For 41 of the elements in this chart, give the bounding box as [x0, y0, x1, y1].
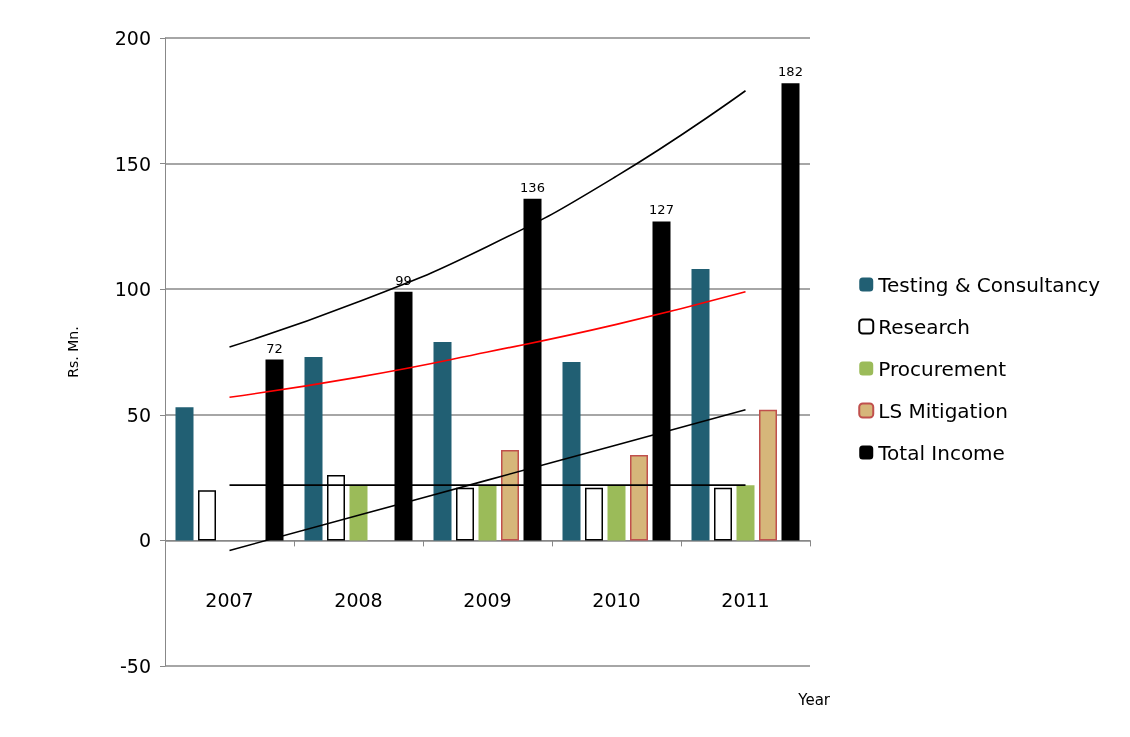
bar	[433, 341, 452, 541]
data-label: 127	[649, 202, 674, 218]
data-label: 182	[778, 64, 803, 80]
bar	[691, 269, 710, 541]
bar	[781, 83, 800, 541]
bar	[607, 485, 626, 541]
x-tick-label: 2008	[334, 588, 383, 611]
y-tick-label: 150	[114, 152, 151, 175]
bar	[456, 487, 474, 541]
legend-label: Testing & Consultancy	[877, 272, 1101, 297]
bar	[630, 454, 648, 541]
data-label: 99	[395, 272, 412, 288]
y-tick-label: 200	[114, 27, 151, 49]
bar	[759, 409, 777, 541]
y-tick-label: -50	[119, 655, 151, 677]
bar	[304, 357, 323, 541]
legend-label: Research	[878, 314, 970, 339]
line-series	[228, 290, 747, 399]
y-axis-title: Rs. Mn.	[65, 326, 81, 378]
bar	[501, 449, 519, 541]
x-tick-label: 2011	[721, 588, 770, 611]
bar	[349, 485, 368, 541]
bar	[198, 490, 216, 541]
bar	[562, 362, 581, 541]
data-label: 136	[520, 179, 545, 195]
y-tick-label: 0	[138, 529, 151, 552]
x-tick-label: 2009	[463, 588, 512, 611]
bar	[175, 407, 194, 541]
bar	[736, 485, 755, 541]
legend-label: Total Income	[877, 440, 1005, 465]
legend-label: LS Mitigation	[878, 398, 1008, 423]
bar	[585, 487, 603, 541]
x-tick-label: 2007	[205, 588, 254, 611]
x-tick-label: 2010	[592, 588, 641, 611]
bar	[714, 487, 732, 541]
legend-label: Procurement	[878, 356, 1007, 381]
bar	[478, 485, 497, 541]
data-label: 72	[266, 340, 283, 356]
x-axis-title: Year	[797, 690, 831, 709]
y-tick-label: 50	[126, 403, 151, 426]
y-tick-label: 100	[114, 278, 151, 301]
